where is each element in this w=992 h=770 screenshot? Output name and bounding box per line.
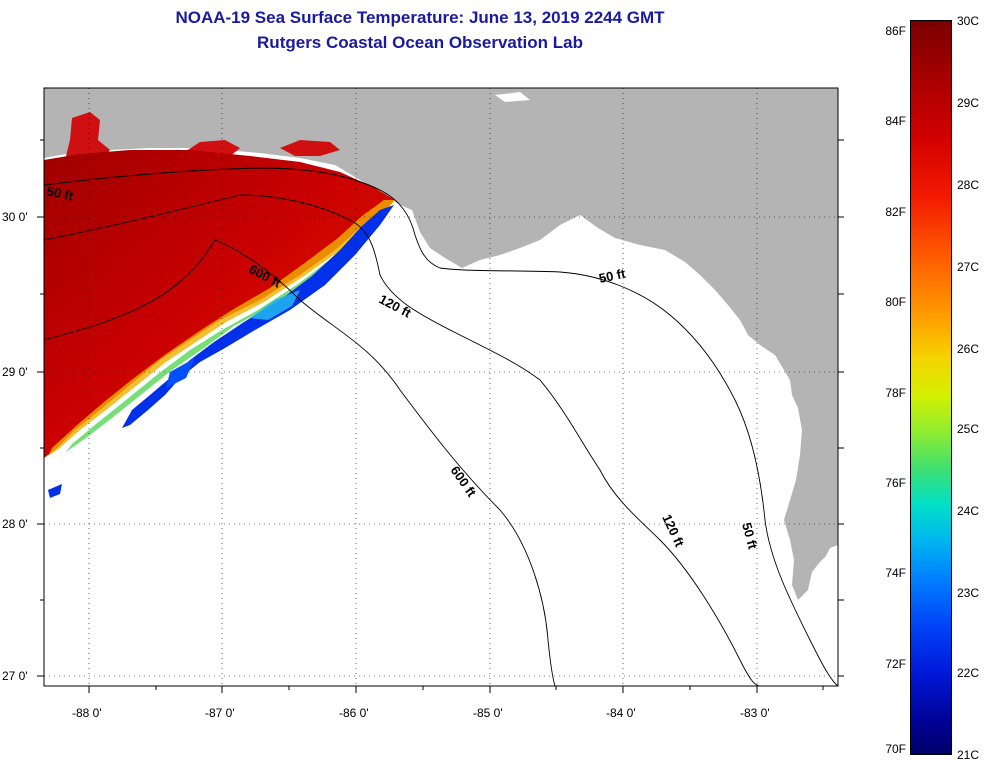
colorbar-f-label: 80F bbox=[885, 295, 906, 309]
land-area bbox=[44, 88, 838, 600]
colorbar-c-label: 28C bbox=[957, 178, 980, 192]
colorbar-c-label: 21C bbox=[957, 748, 980, 762]
lon-label: -87 0' bbox=[205, 706, 235, 720]
map-subtitle: Rutgers Coastal Ocean Observation Lab bbox=[257, 33, 583, 52]
colorbar-c-label: 27C bbox=[957, 260, 980, 274]
contour-label: 50 ft bbox=[739, 521, 761, 551]
contour-label: 50 ft bbox=[45, 183, 75, 203]
lon-label: -88 0' bbox=[72, 706, 102, 720]
sst-blue-patch bbox=[166, 358, 195, 388]
colorbar-c-label: 23C bbox=[957, 586, 980, 600]
colorbar-c-label: 25C bbox=[957, 422, 980, 436]
lat-label: 28 0' bbox=[2, 517, 28, 531]
sst-cyan-patch bbox=[250, 290, 300, 320]
colorbar-c-label: 22C bbox=[957, 666, 980, 680]
colorbar-c-label: 26C bbox=[957, 342, 980, 356]
colorbar-f-label: 84F bbox=[885, 114, 906, 128]
colorbar-c-label: 29C bbox=[957, 96, 980, 110]
lat-label: 29 0' bbox=[2, 365, 28, 379]
colorbar-f-label: 74F bbox=[885, 566, 906, 580]
colorbar-c-label: 24C bbox=[957, 504, 980, 518]
sst-transition-band bbox=[48, 200, 395, 456]
lon-label: -84 0' bbox=[606, 706, 636, 720]
lon-label: -83 0' bbox=[740, 706, 770, 720]
lon-label: -85 0' bbox=[473, 706, 503, 720]
colorbar-f-label: 78F bbox=[885, 386, 906, 400]
colorbar-f-label: 76F bbox=[885, 476, 906, 490]
sst-blue-speck bbox=[48, 484, 62, 498]
contour-label: 50 ft bbox=[598, 266, 628, 286]
colorbar-f-label: 72F bbox=[885, 657, 906, 671]
colorbar-f-label: 82F bbox=[885, 205, 906, 219]
contour-600ft bbox=[44, 239, 556, 686]
lat-label: 30 0' bbox=[2, 210, 28, 224]
contour-120ft bbox=[44, 194, 761, 686]
map-title: NOAA-19 Sea Surface Temperature: June 13… bbox=[175, 8, 665, 27]
sst-green-streaks bbox=[66, 206, 392, 452]
bay-choctawhatchee bbox=[280, 140, 340, 156]
lake bbox=[495, 92, 530, 102]
map-frame bbox=[43, 87, 839, 687]
lon-label: -86 0' bbox=[339, 706, 369, 720]
bathymetry-contours bbox=[44, 167, 838, 686]
lat-label: 27 0' bbox=[2, 669, 28, 683]
contour-50ft-west bbox=[44, 167, 838, 686]
temperature-colorbar bbox=[910, 20, 952, 755]
colorbar-c-label: 30C bbox=[957, 14, 980, 28]
colorbar-f-label: 86F bbox=[885, 24, 906, 38]
axis-ticks bbox=[37, 139, 844, 693]
colorbar-f-label: 70F bbox=[885, 742, 906, 756]
